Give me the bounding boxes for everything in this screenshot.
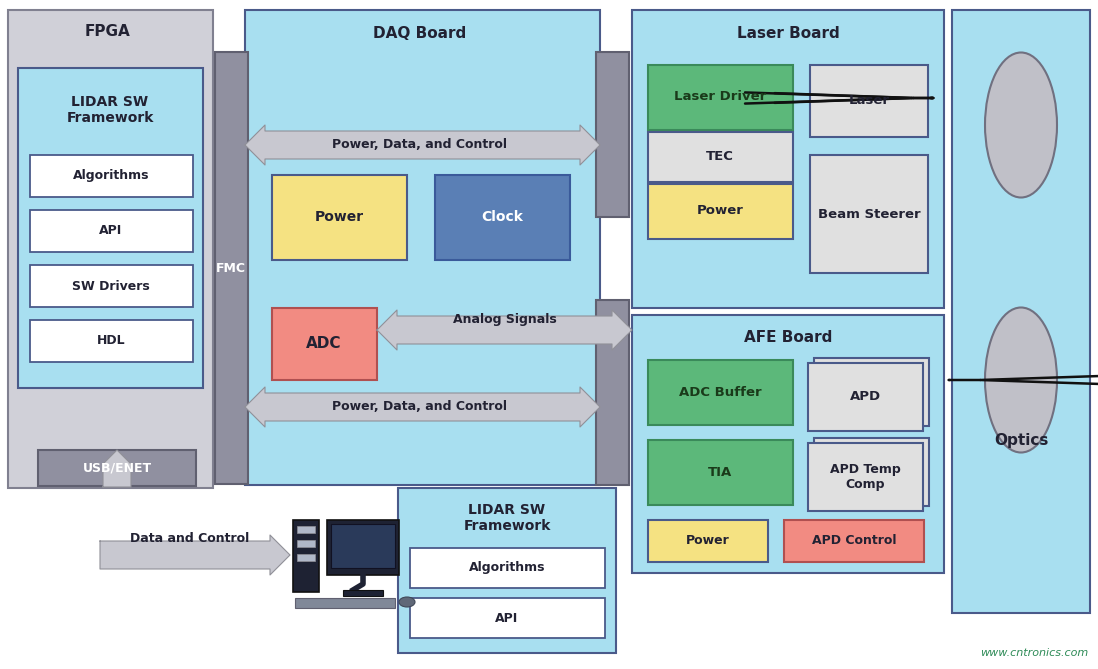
Text: Data and Control: Data and Control bbox=[131, 531, 249, 545]
Text: FMC: FMC bbox=[216, 262, 246, 274]
Bar bbox=[272, 308, 377, 380]
Bar bbox=[808, 443, 923, 511]
Bar bbox=[808, 363, 923, 431]
Bar bbox=[648, 360, 793, 425]
Text: Beam Steerer: Beam Steerer bbox=[818, 207, 920, 221]
Bar bbox=[648, 65, 793, 130]
Text: HDL: HDL bbox=[97, 334, 125, 347]
Bar bbox=[410, 598, 605, 638]
Bar bbox=[632, 315, 944, 573]
Text: Optics: Optics bbox=[994, 432, 1049, 448]
Text: Analog Signals: Analog Signals bbox=[453, 314, 557, 326]
Bar bbox=[648, 132, 793, 182]
Ellipse shape bbox=[399, 597, 415, 607]
Text: API: API bbox=[100, 225, 123, 237]
Bar bbox=[810, 65, 928, 137]
Text: www.cntronics.com: www.cntronics.com bbox=[979, 648, 1088, 658]
Text: APD Temp
Comp: APD Temp Comp bbox=[830, 463, 900, 491]
Text: USB/ENET: USB/ENET bbox=[82, 462, 152, 474]
Bar bbox=[30, 210, 193, 252]
Text: Power: Power bbox=[314, 210, 363, 224]
Bar bbox=[295, 598, 395, 608]
Bar bbox=[596, 52, 629, 217]
Bar bbox=[810, 155, 928, 273]
Polygon shape bbox=[100, 535, 290, 575]
Bar bbox=[18, 68, 203, 388]
Polygon shape bbox=[102, 450, 132, 487]
Text: AFE Board: AFE Board bbox=[743, 330, 832, 345]
Bar bbox=[814, 438, 929, 506]
Bar bbox=[245, 10, 600, 485]
Bar bbox=[30, 320, 193, 362]
Text: DAQ Board: DAQ Board bbox=[373, 25, 467, 41]
Text: APD Control: APD Control bbox=[811, 535, 896, 547]
Text: API: API bbox=[495, 611, 518, 624]
Bar bbox=[8, 10, 213, 488]
Bar bbox=[215, 52, 248, 484]
Text: Algorithms: Algorithms bbox=[469, 561, 546, 575]
Bar bbox=[330, 524, 395, 568]
Text: Laser Board: Laser Board bbox=[737, 25, 839, 41]
Text: FPGA: FPGA bbox=[86, 25, 131, 39]
Text: Laser Driver: Laser Driver bbox=[674, 90, 766, 104]
Text: APD: APD bbox=[850, 391, 881, 403]
Bar bbox=[293, 520, 320, 592]
Bar bbox=[648, 184, 793, 239]
Bar bbox=[596, 300, 629, 485]
Text: Clock: Clock bbox=[481, 210, 523, 224]
Bar bbox=[410, 548, 605, 588]
Text: Power: Power bbox=[696, 205, 743, 217]
Text: LIDAR SW
Framework: LIDAR SW Framework bbox=[463, 503, 551, 533]
Bar bbox=[38, 450, 197, 486]
Ellipse shape bbox=[985, 52, 1057, 197]
Bar bbox=[952, 10, 1090, 613]
Bar bbox=[327, 520, 399, 575]
Text: LIDAR SW
Framework: LIDAR SW Framework bbox=[66, 95, 154, 125]
Ellipse shape bbox=[985, 308, 1057, 452]
Bar bbox=[30, 265, 193, 307]
Text: TIA: TIA bbox=[708, 466, 732, 478]
Bar bbox=[435, 175, 570, 260]
Text: SW Drivers: SW Drivers bbox=[72, 280, 149, 292]
Bar bbox=[296, 540, 315, 547]
Bar bbox=[296, 526, 315, 533]
Bar bbox=[784, 520, 925, 562]
Bar bbox=[343, 590, 383, 596]
Bar bbox=[397, 488, 616, 653]
Text: Power, Data, and Control: Power, Data, and Control bbox=[333, 138, 507, 151]
Bar bbox=[296, 554, 315, 561]
Text: Algorithms: Algorithms bbox=[72, 169, 149, 183]
Bar bbox=[648, 440, 793, 505]
Text: Power: Power bbox=[686, 535, 730, 547]
Polygon shape bbox=[245, 387, 600, 427]
Bar bbox=[814, 358, 929, 426]
Text: ADC: ADC bbox=[306, 337, 341, 351]
Bar bbox=[272, 175, 407, 260]
Bar bbox=[648, 520, 768, 562]
Text: ADC Buffer: ADC Buffer bbox=[679, 385, 761, 399]
Bar bbox=[30, 155, 193, 197]
Polygon shape bbox=[245, 125, 600, 165]
Bar bbox=[632, 10, 944, 308]
Polygon shape bbox=[377, 310, 632, 350]
Text: TEC: TEC bbox=[706, 151, 733, 163]
Text: Power, Data, and Control: Power, Data, and Control bbox=[333, 401, 507, 413]
Text: Laser: Laser bbox=[849, 94, 889, 108]
